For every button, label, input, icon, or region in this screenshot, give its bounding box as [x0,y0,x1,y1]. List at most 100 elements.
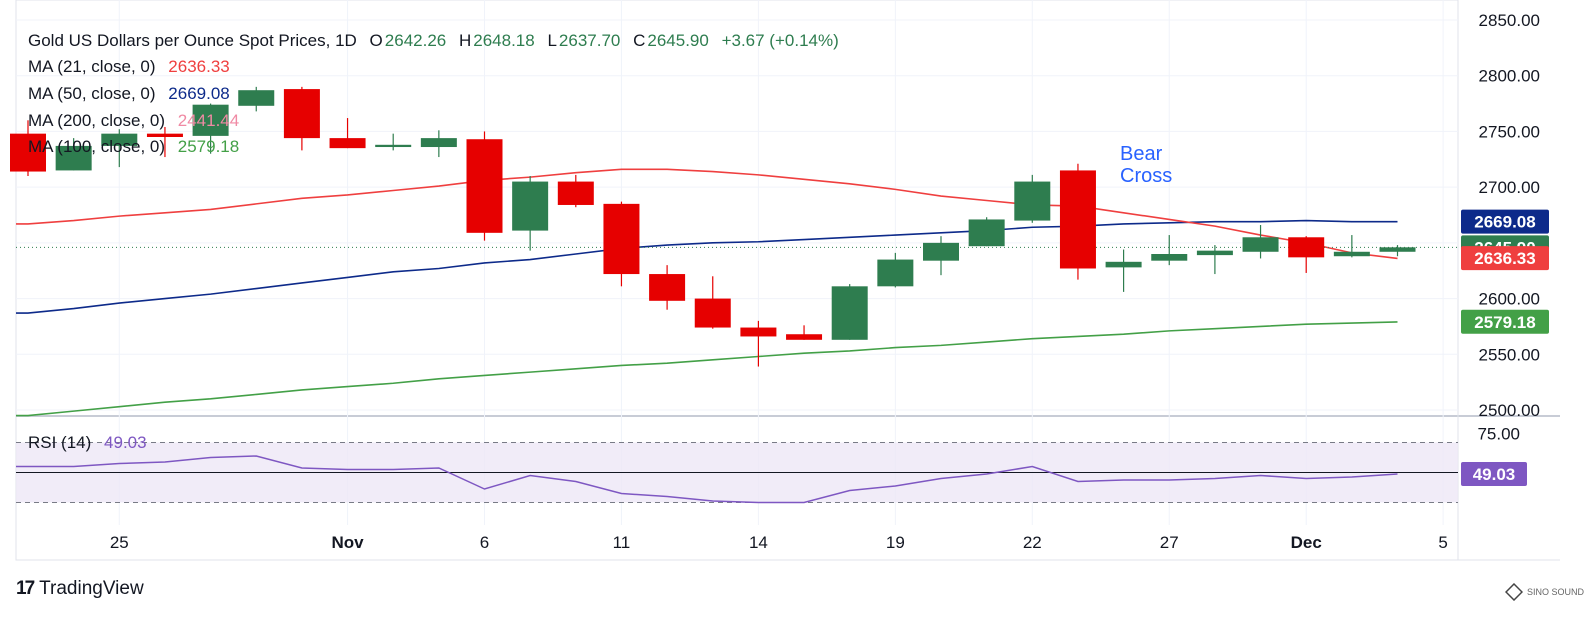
ma21-label: MA (21, close, 0) [28,57,156,76]
price-badge-label: 2669.08 [1474,213,1535,232]
candle [375,133,412,151]
candle-body [192,104,229,136]
candle [786,325,823,340]
x-tick-label: 5 [1438,533,1447,552]
moving-averages [16,168,1458,417]
candle-body [740,327,777,337]
candle-body [968,219,1005,247]
ma100-label: MA (100, close, 0) [28,137,166,156]
candle-body [466,139,503,233]
ma21-line [16,168,1398,260]
candle [923,236,959,276]
candle [877,252,914,288]
annotation-line-1: Bear [1120,143,1163,165]
candle-body [1242,237,1279,252]
candle-body [1105,261,1142,268]
legend-ohlc: Gold US Dollars per Ounce Spot Prices, 1… [28,31,841,51]
candle [557,174,594,208]
legend-low: 2637.70 [558,31,621,50]
candle [1196,245,1233,275]
candle-body [694,298,731,328]
price-tick-label: 2800.00 [1479,67,1540,86]
candle-body [1196,250,1233,256]
candle [694,276,731,329]
annotation-line-2: Cross [1120,165,1173,187]
legend-ma100: MA (100, close, 0) 2579.18 [28,137,241,157]
rsi-tick-label: 75.00 [1477,425,1520,444]
candle-body [283,89,320,139]
candle-body [1288,237,1325,258]
candle [10,120,46,176]
tradingview-logo[interactable]: 17 TradingView [16,578,144,600]
rsi-label: RSI (14) [28,433,92,452]
legend-open: 2642.26 [384,31,447,50]
candle [1059,163,1096,280]
candle [740,320,777,367]
rsi-badge-bg [1461,461,1527,486]
candle [55,138,92,171]
candle [1105,249,1142,292]
legend-ma21: MA (21, close, 0) 2636.33 [28,57,232,77]
candle-body [146,133,183,137]
x-tick-label: 22 [1023,533,1042,552]
candle-body [238,90,275,106]
ma200-label: MA (200, close, 0) [28,111,166,130]
legend-ma200: MA (200, close, 0) 2441.44 [28,111,241,131]
candle [603,201,640,287]
price-tick-label: 2750.00 [1479,122,1540,141]
ma21-value: 2636.33 [168,57,230,76]
candle [101,129,138,168]
candle [1333,235,1370,258]
ma200-value: 2441.44 [177,111,240,130]
price-tick-label: 2700.00 [1479,178,1540,197]
candle [283,86,320,151]
candle [831,284,868,340]
candle-body [101,133,138,146]
legend-title: Gold US Dollars per Ounce Spot Prices, 1… [28,31,357,50]
price-tick-label: 2850.00 [1479,11,1540,30]
candle [1242,225,1279,259]
price-badge-label: 2636.33 [1474,249,1535,268]
candle-body [649,274,686,301]
candle [968,217,1005,247]
bear-cross-annotation: Bear Cross [1120,143,1172,187]
candle [466,131,503,241]
candle-body [375,144,412,148]
candle [1288,236,1325,273]
candle-body [831,286,868,340]
legend-high: 2648.18 [473,31,535,50]
candle-body [1059,170,1096,269]
watermark: SINO SOUND [1504,583,1584,601]
x-tick-label: 6 [480,533,489,552]
candle-body [557,181,594,205]
candle-body [420,138,457,148]
candle [329,118,366,149]
candle [512,176,549,251]
candle-body [1151,254,1188,261]
rsi-legend-value: 49.03 [104,433,147,452]
rsi-badge-label: 49.03 [1473,465,1516,484]
candle-body [512,181,549,231]
x-tick-label: 19 [886,533,905,552]
legend-change: +3.67 (+0.14%) [721,31,839,50]
candle-body [55,145,92,171]
candle [238,86,275,112]
legend-ma50: MA (50, close, 0) 2669.08 [28,84,232,104]
price-badge: 2579.18 [1461,309,1549,334]
candle-body [1379,247,1416,252]
x-tick-label: 11 [613,533,631,552]
candle-body [786,334,823,340]
candle [146,126,183,158]
legend-rsi: RSI (14) 49.03 [28,433,149,453]
price-badge-bg [1461,309,1549,334]
candles [10,86,1416,367]
ma100-value: 2579.18 [177,137,240,156]
ma50-label: MA (50, close, 0) [28,84,156,103]
diamond-icon [1504,583,1523,601]
price-badge-bg [1461,209,1549,234]
candle [1151,235,1188,266]
price-tick-label: 2550.00 [1479,345,1540,364]
price-badge-label: 2579.18 [1474,313,1535,332]
legend-open-label: O [369,31,383,50]
